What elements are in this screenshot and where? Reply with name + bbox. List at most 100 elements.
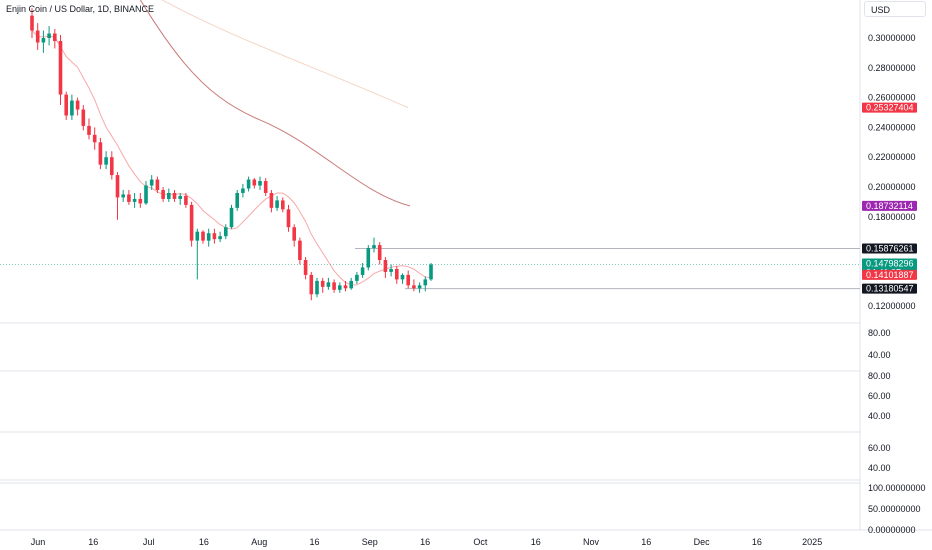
candle-body — [218, 236, 222, 240]
candle — [372, 237, 376, 253]
candle-body — [412, 285, 416, 289]
candle-body — [195, 231, 200, 241]
candle — [263, 178, 268, 196]
candle-body — [30, 15, 34, 31]
currency-button[interactable]: USD — [864, 1, 926, 17]
candle-body — [349, 280, 353, 289]
candle — [360, 262, 365, 278]
time-tick-label: Dec — [694, 537, 711, 547]
price-tag-bg — [862, 200, 917, 211]
candle — [155, 176, 160, 193]
candle-body — [258, 181, 262, 186]
symbol-title: Enjin Coin / US Dollar, 1D, BINANCE — [6, 4, 155, 14]
price-tag-label: 0.14798296 — [866, 259, 914, 269]
candle-body — [121, 194, 125, 198]
price-tag: 0.15876261 — [862, 243, 917, 254]
candle — [315, 277, 319, 298]
candle-body — [132, 198, 137, 202]
candle — [218, 231, 222, 243]
candle — [377, 242, 382, 265]
time-tick-label: 16 — [420, 537, 430, 547]
candle-body — [241, 188, 245, 193]
candle-body — [206, 233, 211, 241]
candle — [229, 204, 234, 229]
candle-body — [115, 175, 120, 198]
candle — [58, 35, 63, 106]
candle — [132, 192, 137, 208]
price-tag-bg — [862, 269, 917, 280]
pane-tick-label: 80.00 — [868, 371, 891, 381]
candle — [87, 118, 91, 140]
candle-body — [35, 30, 40, 43]
candle — [201, 230, 205, 244]
candle-body — [406, 274, 410, 286]
time-tick-label: 16 — [88, 537, 98, 547]
time-tick-label: 2025 — [802, 537, 822, 547]
candle — [127, 189, 131, 205]
candle — [395, 265, 399, 284]
price-tag: 0.14101887 — [862, 269, 917, 280]
candle — [206, 228, 211, 247]
candle-body — [64, 94, 68, 116]
candle-body — [389, 268, 393, 272]
candle — [298, 237, 302, 265]
candle-body — [110, 157, 114, 176]
pane-tick-label: 40.00 — [868, 463, 891, 473]
candle-body — [320, 280, 325, 287]
candle — [429, 262, 433, 281]
candle — [35, 23, 40, 50]
candle — [70, 94, 74, 120]
candle — [184, 192, 188, 208]
candle-body — [366, 248, 371, 268]
candle-body — [252, 179, 257, 186]
candle-body — [417, 285, 422, 289]
time-tick-label: Jun — [31, 537, 46, 547]
candle-body — [235, 192, 239, 208]
candle — [110, 151, 114, 180]
candle-body — [189, 204, 194, 241]
candle — [355, 271, 359, 284]
candle-body — [355, 274, 359, 281]
price-tag-bg — [862, 243, 917, 254]
candle — [389, 264, 393, 277]
candle — [115, 172, 120, 220]
price-tag-bg — [862, 258, 917, 269]
candle — [149, 175, 154, 190]
price-tag-bg — [862, 283, 917, 294]
candle — [417, 282, 422, 293]
candle — [406, 270, 410, 289]
pane-separators — [0, 0, 932, 531]
candle-body — [81, 109, 86, 126]
price-tick-label: 0.24000000 — [868, 122, 916, 132]
price-tag: 0.13180547 — [862, 283, 917, 294]
candle — [144, 181, 148, 205]
candle — [41, 30, 46, 53]
ma-fast-line — [31, 30, 432, 286]
price-tag: 0.14798296 — [862, 258, 917, 269]
candle-body — [298, 240, 302, 261]
candle-body — [332, 282, 336, 290]
candle — [326, 277, 331, 290]
price-tag-label: 0.15876261 — [866, 243, 914, 253]
time-tick-label: 16 — [641, 537, 651, 547]
candle — [423, 276, 428, 292]
candle — [303, 257, 308, 280]
candle-body — [70, 100, 74, 116]
candle-body — [423, 279, 428, 286]
time-tick-label: 16 — [752, 537, 762, 547]
price-tags: 0.25327404 0.18732114 0.15876261 0.14798296… — [862, 102, 917, 294]
candle — [412, 279, 416, 292]
candle — [366, 245, 371, 271]
candle — [269, 189, 274, 213]
price-tag-label: 0.25327404 — [866, 103, 914, 113]
pane-tick-label: 60.00 — [868, 391, 891, 401]
candle-body — [224, 227, 228, 237]
pane-tick-label: 0.00000000 — [868, 525, 916, 535]
candle-body — [275, 200, 279, 208]
pane-tick-label: 100.00000000 — [868, 483, 926, 493]
candle-body — [377, 245, 382, 261]
candle — [309, 271, 314, 301]
candle — [47, 26, 51, 46]
candle-body — [75, 100, 80, 110]
